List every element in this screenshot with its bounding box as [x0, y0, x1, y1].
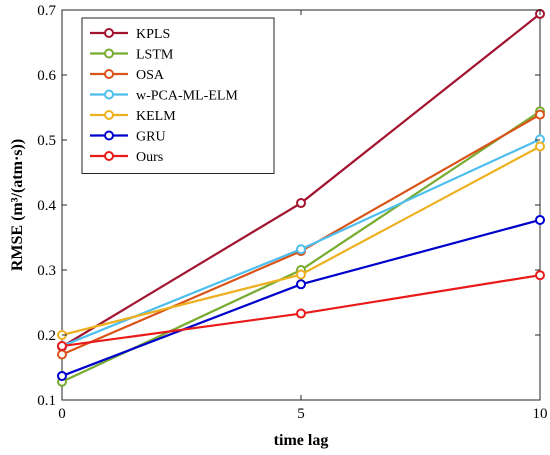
legend-label: GRU	[136, 130, 166, 145]
y-tick-label: 0.6	[37, 68, 56, 84]
data-point	[535, 141, 545, 152]
y-tick-label: 0.2	[37, 328, 56, 344]
legend: KPLS LSTM OSA w-PCA-ML-ELM KELM GRU Ours	[81, 17, 275, 174]
legend-swatch-marker	[104, 69, 114, 79]
series-lines	[57, 8, 545, 387]
legend-swatch-marker	[104, 48, 114, 59]
y-tick-label: 0.7	[37, 3, 56, 19]
legend-box	[81, 17, 275, 174]
legend-label: OSA	[136, 68, 165, 83]
x-tick-label: 0	[58, 406, 66, 422]
data-point	[296, 244, 306, 255]
data-point	[296, 269, 306, 280]
data-point	[296, 308, 306, 319]
legend-swatch-marker	[104, 130, 114, 141]
data-point	[57, 349, 67, 360]
data-point	[57, 370, 67, 381]
y-axis-title: RMSE (m³/(atm·s))	[9, 139, 26, 271]
legend-swatch-marker	[104, 151, 114, 161]
y-tick-label: 0.3	[37, 263, 56, 279]
legend-swatch-marker	[104, 28, 114, 38]
legend-label: KELM	[136, 109, 176, 124]
legend-label: Ours	[136, 150, 163, 165]
legend-label: w-PCA-ML-ELM	[136, 89, 238, 104]
y-axis: 0.1 0.2 0.3 0.4 0.5 0.6 0.7	[37, 3, 540, 409]
data-point	[296, 279, 306, 290]
x-axis-title: time lag	[274, 432, 329, 449]
legend-label: LSTM	[136, 48, 174, 63]
y-tick-label: 0.1	[37, 393, 56, 409]
x-tick-label: 10	[533, 406, 548, 422]
data-point	[535, 214, 545, 225]
legend-swatch-marker	[104, 89, 114, 100]
legend-label: KPLS	[136, 27, 170, 42]
x-axis: 0 5 10	[58, 10, 548, 422]
data-point	[296, 198, 306, 209]
x-tick-label: 5	[297, 406, 305, 422]
data-point	[535, 109, 545, 120]
legend-swatch-marker	[104, 110, 114, 120]
y-tick-label: 0.4	[37, 198, 56, 214]
data-point	[535, 270, 545, 281]
y-tick-label: 0.5	[37, 133, 56, 149]
data-point	[57, 341, 67, 352]
